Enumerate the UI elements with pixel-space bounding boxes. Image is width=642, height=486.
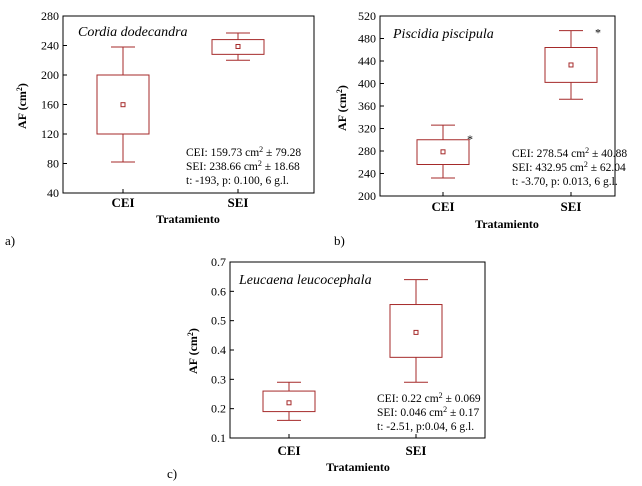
box-sei bbox=[389, 279, 443, 383]
box-iqr bbox=[211, 39, 265, 55]
box-iqr bbox=[416, 139, 470, 165]
stats-line-cei: CEI: 159.73 cm2 ± 79.28 bbox=[186, 145, 301, 159]
box-iqr bbox=[389, 304, 443, 358]
panel-title: Cordia dodecandra bbox=[78, 25, 188, 40]
y-tick-label: 440 bbox=[358, 54, 376, 68]
y-tick-label: 0.1 bbox=[211, 431, 226, 445]
y-tick-label: 280 bbox=[41, 9, 59, 23]
panel-title: Leucaena leucocephala bbox=[238, 273, 372, 288]
panel-label: c) bbox=[167, 466, 177, 481]
y-tick-label: 320 bbox=[358, 122, 376, 136]
y-tick-label: 0.6 bbox=[211, 284, 226, 298]
box-iqr bbox=[262, 390, 316, 413]
y-tick-label: 0.5 bbox=[211, 314, 226, 328]
box-iqr bbox=[544, 47, 598, 83]
significance-star: * bbox=[467, 132, 473, 146]
mean-marker bbox=[286, 400, 292, 406]
y-tick-label: 80 bbox=[47, 157, 59, 171]
significance-star: * bbox=[595, 26, 601, 40]
mean-marker bbox=[440, 149, 446, 155]
y-tick-label: 400 bbox=[358, 77, 376, 91]
y-tick-label: 280 bbox=[358, 144, 376, 158]
stats-line-test: t: -193, p: 0.100, 6 g.l. bbox=[186, 175, 289, 187]
y-tick-label: 120 bbox=[41, 127, 59, 141]
x-category-label: CEI bbox=[431, 199, 454, 214]
x-axis-label: Tratamiento bbox=[156, 212, 220, 226]
box-cei bbox=[416, 124, 470, 179]
x-category-label: SEI bbox=[228, 195, 249, 210]
y-tick-label: 0.2 bbox=[211, 402, 226, 416]
x-category-label: CEI bbox=[277, 443, 300, 458]
panel-label: a) bbox=[5, 233, 15, 248]
y-axis-label: AF (cm2) bbox=[186, 328, 200, 374]
y-tick-label: 0.3 bbox=[211, 372, 226, 386]
y-tick-label: 160 bbox=[41, 98, 59, 112]
panel-label: b) bbox=[334, 233, 345, 248]
y-tick-label: 520 bbox=[358, 9, 376, 23]
y-tick-label: 360 bbox=[358, 99, 376, 113]
x-axis-label: Tratamiento bbox=[475, 217, 539, 231]
mean-marker bbox=[568, 62, 574, 68]
panel-title: Piscidia piscipula bbox=[392, 27, 494, 42]
y-tick-label: 240 bbox=[41, 39, 59, 53]
y-tick-label: 200 bbox=[358, 189, 376, 203]
x-category-label: SEI bbox=[561, 199, 582, 214]
box-sei bbox=[544, 30, 598, 100]
stats-line-sei: SEI: 238.66 cm2 ± 18.68 bbox=[186, 159, 300, 173]
box-sei bbox=[211, 32, 265, 61]
y-tick-label: 0.7 bbox=[211, 255, 226, 269]
stats-line-cei: CEI: 0.22 cm2 ± 0.069 bbox=[377, 391, 481, 405]
box-cei bbox=[262, 381, 316, 421]
y-tick-label: 40 bbox=[47, 186, 59, 200]
x-category-label: SEI bbox=[406, 443, 427, 458]
x-axis-label: Tratamiento bbox=[326, 460, 390, 474]
mean-marker bbox=[413, 329, 419, 335]
box-cei bbox=[96, 46, 150, 163]
stats-line-sei: SEI: 0.046 cm2 ± 0.17 bbox=[377, 405, 480, 419]
y-tick-label: 480 bbox=[358, 32, 376, 46]
stats-line-cei: CEI: 278.54 cm2 ± 40.88 bbox=[512, 146, 627, 160]
mean-marker bbox=[120, 102, 126, 108]
y-tick-label: 240 bbox=[358, 167, 376, 181]
y-axis-label: AF (cm2) bbox=[335, 85, 349, 131]
y-axis-label: AF (cm2) bbox=[15, 83, 29, 129]
y-tick-label: 0.4 bbox=[211, 343, 226, 357]
box-iqr bbox=[96, 74, 150, 135]
x-category-label: CEI bbox=[111, 195, 134, 210]
stats-line-test: t: -2.51, p:0.04, 6 g.l. bbox=[377, 421, 474, 433]
stats-line-test: t: -3.70, p: 0.013, 6 g.l. bbox=[512, 176, 618, 188]
y-tick-label: 200 bbox=[41, 68, 59, 82]
mean-marker bbox=[235, 43, 241, 49]
stats-line-sei: SEI: 432.95 cm2 ± 62.04 bbox=[512, 160, 626, 174]
